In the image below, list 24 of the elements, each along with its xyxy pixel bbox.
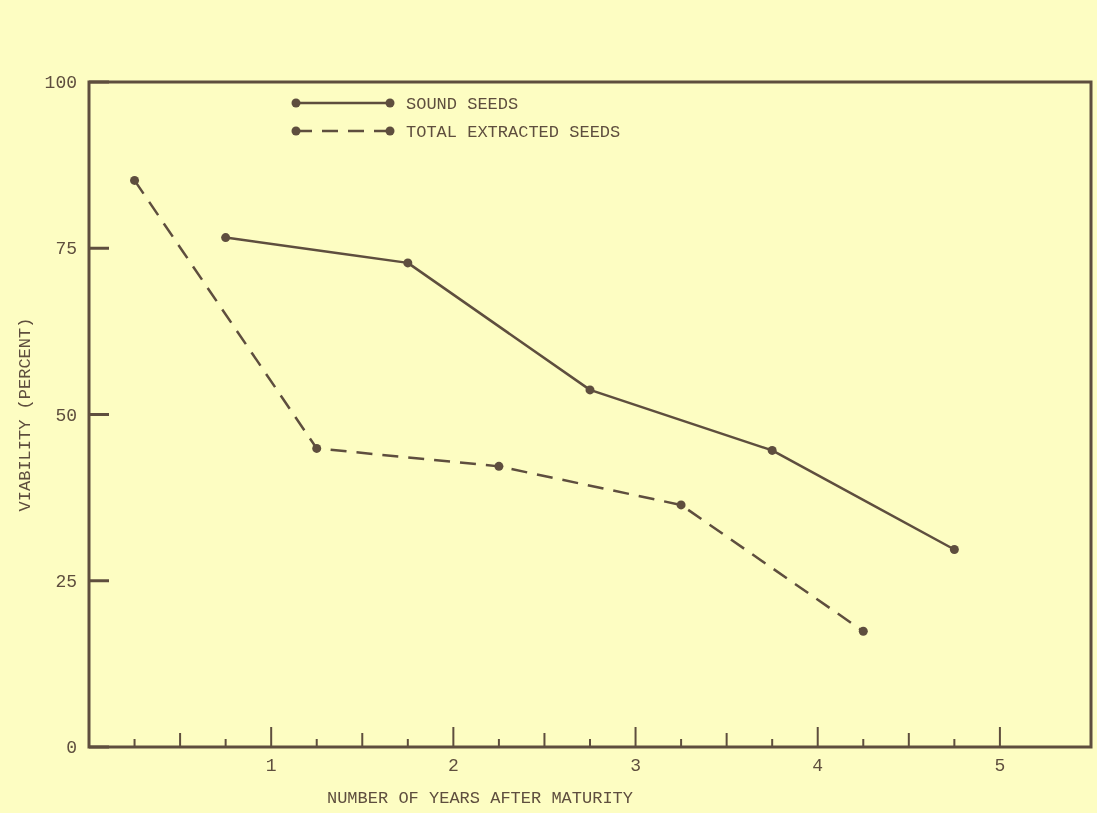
y-tick-label: 25 bbox=[55, 571, 77, 592]
y-tick-label: 0 bbox=[66, 738, 77, 758]
legend-label: TOTAL EXTRACTED SEEDS bbox=[406, 123, 621, 142]
point bbox=[312, 443, 322, 453]
y-tick-label: 75 bbox=[55, 239, 77, 260]
x-axis-title: NUMBER OF YEARS AFTER MATURITY bbox=[326, 789, 634, 808]
y-tick-label: 50 bbox=[55, 405, 77, 426]
point bbox=[585, 385, 595, 395]
x-tick-label: 2 bbox=[447, 756, 459, 776]
legend-label: SOUND SEEDS bbox=[406, 95, 519, 114]
point bbox=[221, 233, 231, 243]
x-tick-label: 1 bbox=[265, 756, 277, 776]
y-tick-label: 100 bbox=[44, 73, 77, 93]
x-tick-label: 4 bbox=[812, 756, 824, 776]
y-axis-title: VIABILITY (PERCENT) bbox=[16, 317, 35, 512]
point bbox=[494, 461, 504, 471]
point bbox=[403, 258, 413, 268]
point bbox=[858, 626, 868, 636]
point bbox=[949, 545, 959, 554]
x-tick-label: 5 bbox=[994, 756, 1006, 776]
point bbox=[676, 500, 686, 510]
point bbox=[130, 175, 140, 185]
x-tick-label: 3 bbox=[630, 756, 641, 776]
point bbox=[767, 445, 777, 455]
